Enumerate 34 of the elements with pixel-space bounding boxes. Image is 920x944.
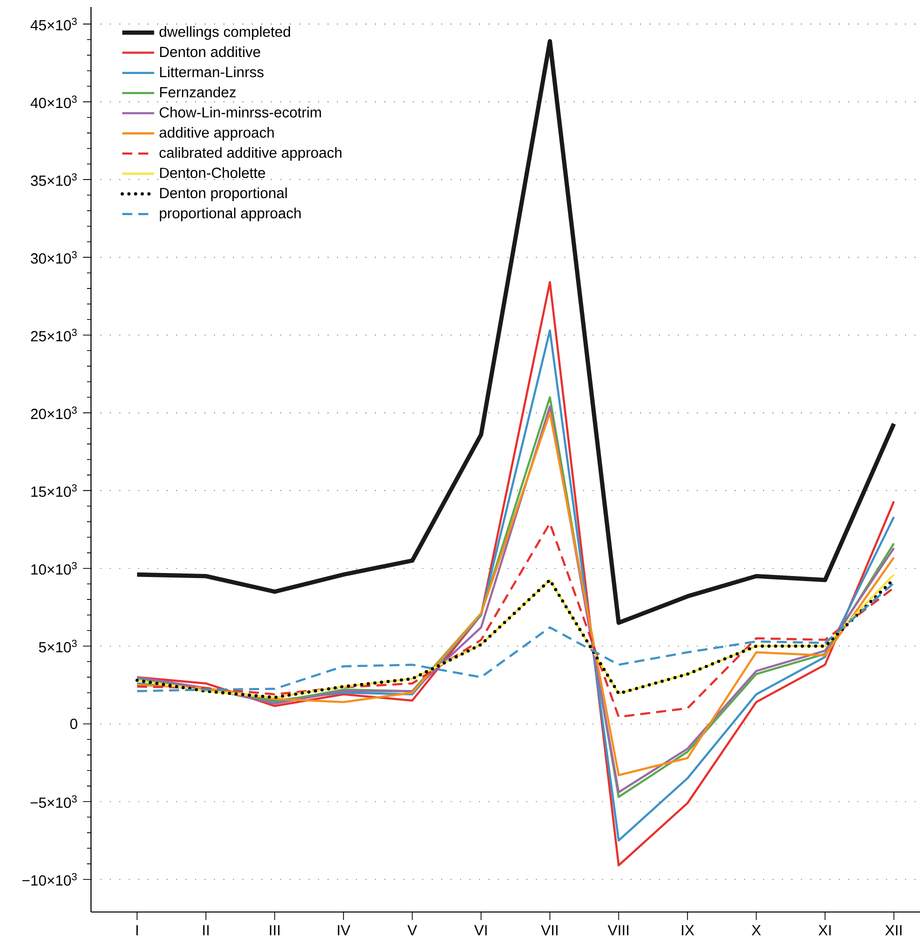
legend-label: Litterman-Linrss	[160, 66, 264, 78]
legend-label: proportional approach	[160, 208, 301, 222]
legend-label: Chow-Lin-minrss-ecotrim	[160, 106, 321, 118]
y-tick-label: 15×10$^{3}$	[31, 484, 77, 497]
y-tick-label: 5×10$^{3}$	[39, 640, 77, 652]
y-tick-label: 45×10$^{3}$	[30, 18, 77, 30]
x-tick-label: VIII	[608, 925, 628, 936]
legend-label: dwellings completed	[160, 26, 290, 40]
legend-label: additive approach	[160, 126, 274, 141]
y-tick-label: −5×10$^{3}$	[30, 795, 77, 808]
y-tick-label: 10×10$^{3}$	[31, 562, 77, 575]
legend-label: Denton additive	[160, 46, 260, 58]
x-tick-label: VI	[474, 925, 487, 936]
y-tick-label: −10×10$^{3}$	[22, 873, 77, 886]
y-tick-label: 40×10$^{3}$	[30, 96, 77, 108]
x-tick-label: V	[407, 925, 418, 936]
x-tick-label: IX	[682, 925, 694, 936]
x-tick-label: XII	[885, 925, 902, 936]
x-tick-label: II	[203, 925, 209, 936]
y-tick-label: 35×10$^{3}$	[30, 173, 77, 186]
x-tick-label: IV	[338, 925, 350, 936]
legend-label: calibrated additive approach	[160, 147, 342, 161]
x-tick-label: III	[270, 925, 280, 936]
x-tick-label: XI	[818, 925, 831, 936]
y-tick-label: 20×10$^{3}$	[31, 406, 77, 420]
x-tick-label: X	[752, 925, 761, 936]
y-tick-label: 25×10$^{3}$	[31, 328, 77, 342]
legend-label: Fernzandez	[160, 86, 236, 98]
y-tick-label: 0	[70, 718, 78, 730]
legend-label: Denton proportional	[160, 187, 287, 202]
x-tick-label: VII	[540, 925, 558, 936]
y-tick-label: 30×10$^{3}$	[30, 251, 77, 264]
x-tick-label: I	[136, 925, 138, 936]
legend-label: Denton-Cholette	[160, 167, 266, 178]
